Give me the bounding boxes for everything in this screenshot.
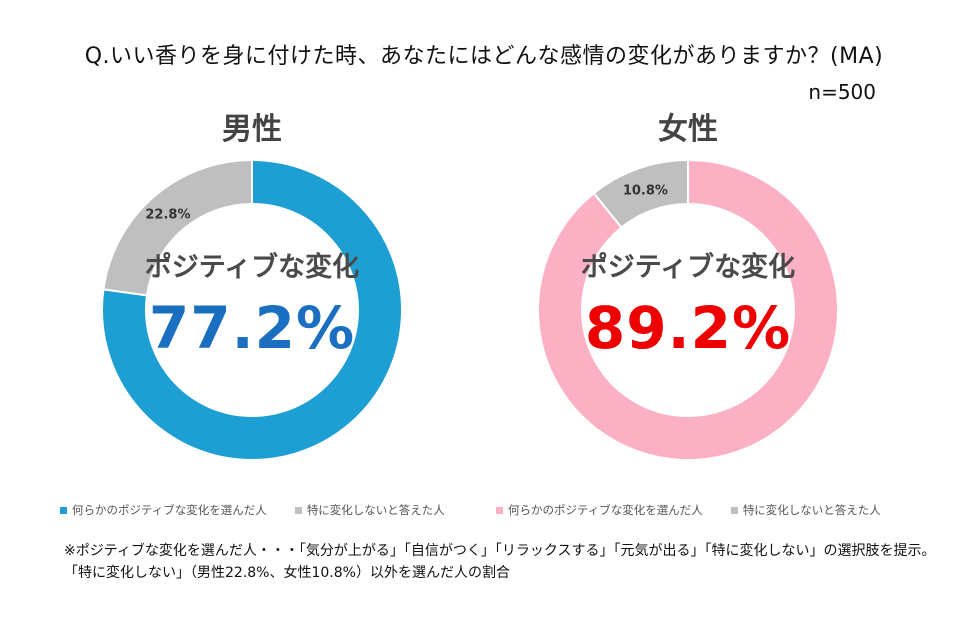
legend-swatch-positive xyxy=(60,506,67,514)
legend-swatch-no-change xyxy=(294,506,302,514)
center-value: 89.2% xyxy=(585,294,791,362)
legend-label-positive: 何らかのポジティブな変化を選んだ人 xyxy=(508,503,703,517)
legend-swatch-no-change xyxy=(730,506,738,514)
female-legend: 何らかのポジティブな変化を選んだ人 特に変化しないと答えた人 xyxy=(496,502,909,518)
footnote-ratio: 「特に変化しない」（男性22.8%、女性10.8%）以外を選んだ人の割合 xyxy=(64,565,510,581)
center-label: ポジティブな変化 xyxy=(581,251,795,283)
center-label: ポジティブな変化 xyxy=(145,251,359,283)
positive-change-slice xyxy=(101,158,403,461)
female-legend-no-change: 特に変化しないと答えた人 xyxy=(730,502,881,518)
footnote-definition: ※ポジティブな変化を選んだ人・・・「気分が上がる」「自信がつく」「リラックスする… xyxy=(64,543,936,559)
male-legend-no-change: 特に変化しないと答えた人 xyxy=(294,502,445,518)
male-chart-title: 男性 xyxy=(222,112,282,147)
positive-change-slice xyxy=(537,158,839,461)
slice-value-label: 10.8% xyxy=(623,183,668,198)
male-donut-chart: 22.8% ポジティブな変化 77.2% xyxy=(101,158,403,461)
female-chart-title: 女性 xyxy=(658,112,718,147)
center-value: 77.2% xyxy=(149,294,355,362)
legend-swatch-positive xyxy=(496,506,503,514)
legend-label-no-change: 特に変化しないと答えた人 xyxy=(306,503,445,517)
legend-label-positive: 何らかのポジティブな変化を選んだ人 xyxy=(72,503,267,517)
no-change-slice xyxy=(102,158,253,297)
legend-label-no-change: 特に変化しないと答えた人 xyxy=(742,503,881,517)
question-title: Q.いい香りを身に付けた時、あなたにはどんな感情の変化がありますか？(MA) xyxy=(84,44,884,69)
no-change-slice xyxy=(592,158,689,229)
female-donut-chart: 10.8% ポジティブな変化 89.2% xyxy=(537,158,839,461)
male-legend: 何らかのポジティブな変化を選んだ人 特に変化しないと答えた人 xyxy=(60,502,473,518)
male-legend-positive: 何らかのポジティブな変化を選んだ人 xyxy=(60,502,267,518)
female-legend-positive: 何らかのポジティブな変化を選んだ人 xyxy=(496,502,703,518)
slice-value-label: 22.8% xyxy=(145,207,190,222)
sample-size: n=500 xyxy=(808,80,876,104)
